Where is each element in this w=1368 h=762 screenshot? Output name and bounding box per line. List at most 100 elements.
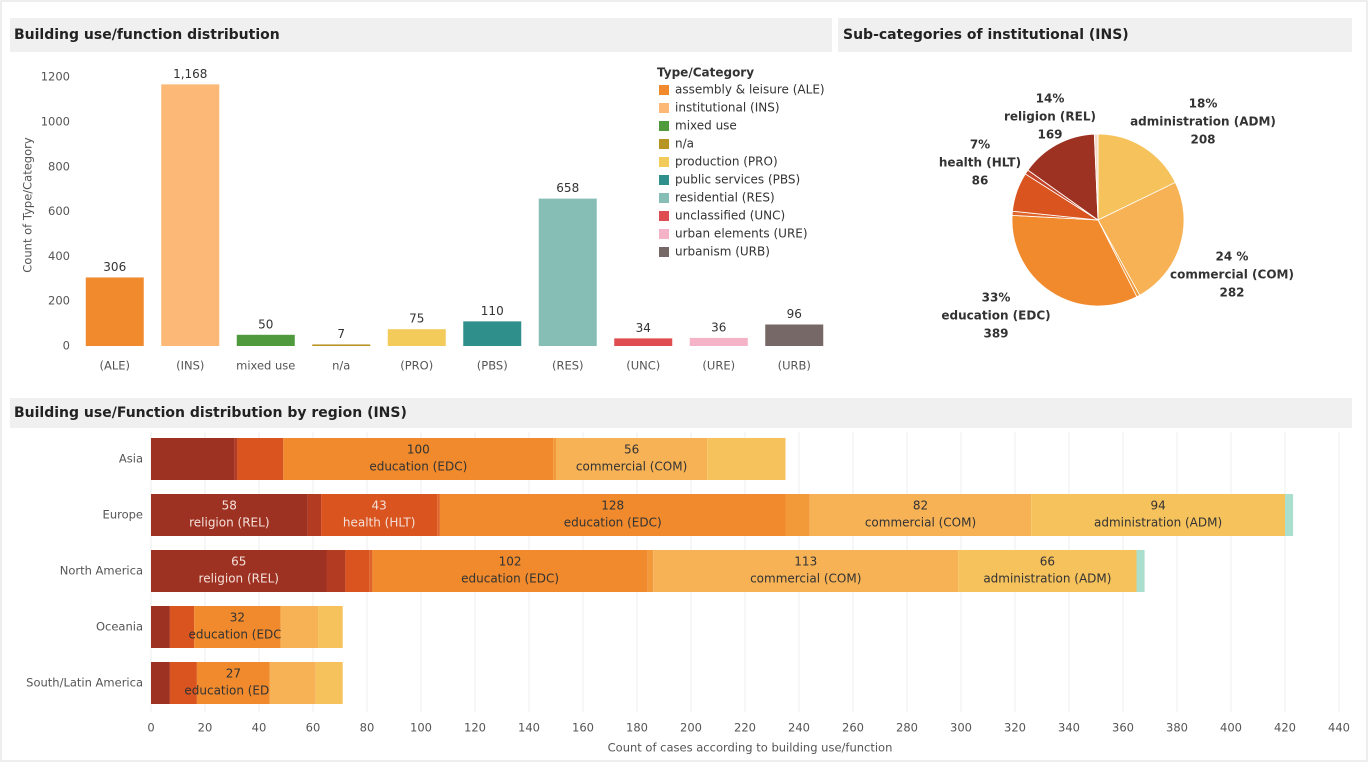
pie-percent: 24 %: [1216, 250, 1249, 264]
y-tick-label: Oceania: [96, 620, 143, 634]
segment-label: commercial (COM): [865, 516, 976, 530]
segment-value: 94: [1150, 499, 1165, 513]
y-tick-label: Asia: [119, 452, 143, 466]
legend-label: unclassified (UNC): [675, 209, 785, 223]
bar-segment: [307, 494, 322, 536]
bar-segment: [1031, 494, 1285, 536]
panel-header: [10, 398, 1352, 428]
bar-segment: [437, 494, 440, 536]
x-tick-label: 200: [680, 721, 702, 735]
x-tick-label: 140: [518, 721, 540, 735]
bar-segment: [196, 662, 270, 704]
y-tick-label: 0: [63, 339, 70, 353]
x-tick-label: 40: [252, 721, 267, 735]
bar-segment: [280, 606, 319, 648]
segment-value: 113: [794, 555, 817, 569]
x-tick-label: 80: [360, 721, 375, 735]
pie-percent: 18%: [1189, 97, 1218, 111]
value-label: 110: [481, 304, 504, 318]
segment-value: 58: [222, 499, 237, 513]
bar: [463, 321, 522, 346]
chart-title: Building use/function distribution: [14, 27, 280, 43]
x-tick-label: (PBS): [477, 359, 508, 373]
bar-segment: [647, 550, 654, 592]
y-tick-label: 600: [48, 204, 70, 218]
bar-segment: [169, 662, 197, 704]
bar-segment: [345, 550, 370, 592]
legend-swatch: [659, 211, 669, 221]
pie-label: religion (REL): [1004, 110, 1096, 124]
bar-segment: [237, 438, 284, 480]
value-label: 96: [787, 307, 802, 321]
x-tick-label: 300: [950, 721, 972, 735]
segment-label: religion (REL): [189, 516, 269, 530]
segment-value: 102: [499, 555, 522, 569]
x-tick-label: 220: [734, 721, 756, 735]
value-label: 7: [337, 327, 345, 341]
segment-value: 43: [372, 499, 387, 513]
segment-label: administration (ADM): [1094, 516, 1222, 530]
segment-value: 128: [601, 499, 624, 513]
x-tick-label: 120: [464, 721, 486, 735]
pie-label: health (HLT): [939, 156, 1021, 170]
legend-label: production (PRO): [675, 155, 778, 169]
value-label: 50: [258, 317, 273, 331]
legend-swatch: [659, 157, 669, 167]
x-axis-title: Count of cases according to building use…: [608, 741, 893, 755]
legend-swatch: [659, 247, 669, 257]
bar-segment: [707, 438, 786, 480]
x-tick-label: 180: [626, 721, 648, 735]
x-tick-label: 360: [1112, 721, 1134, 735]
segment-label: education (EDC): [461, 572, 559, 586]
x-tick-label: (URE): [702, 359, 735, 373]
pie-value: 282: [1219, 286, 1244, 300]
bar-segment: [372, 550, 648, 592]
x-tick-label: mixed use: [236, 359, 295, 373]
bar: [538, 198, 597, 346]
pie-slice: [1097, 133, 1176, 221]
bar-segment: [321, 494, 438, 536]
legend-swatch: [659, 139, 669, 149]
segment-label: education (EDC): [188, 628, 286, 642]
legend-label: urbanism (URB): [675, 245, 770, 259]
legend-label: n/a: [675, 137, 694, 151]
legend-label: public services (PBS): [675, 173, 800, 187]
x-tick-label: 240: [788, 721, 810, 735]
panel-header: [10, 18, 832, 52]
segment-label: administration (ADM): [983, 572, 1111, 586]
bar: [161, 84, 220, 347]
bar: [765, 324, 824, 346]
bar-segment: [315, 662, 343, 704]
pie-label: education (EDC): [941, 309, 1050, 323]
x-tick-label: 340: [1058, 721, 1080, 735]
bar-segment: [809, 494, 1032, 536]
legend-swatch: [659, 103, 669, 113]
bar-segment: [234, 438, 238, 480]
segment-label: education (EDC): [564, 516, 662, 530]
bar-segment: [151, 662, 170, 704]
value-label: 1,168: [173, 67, 207, 81]
bar: [236, 334, 295, 346]
chart-title: Sub-categories of institutional (INS): [843, 27, 1129, 43]
bar-segment: [1136, 550, 1145, 592]
x-tick-label: 260: [842, 721, 864, 735]
legend-swatch: [659, 85, 669, 95]
bar-segment: [151, 606, 170, 648]
y-tick-label: South/Latin America: [26, 676, 143, 690]
x-tick-label: 380: [1166, 721, 1188, 735]
pie-percent: 7%: [970, 138, 990, 152]
legend-title: Type/Category: [657, 66, 754, 80]
bar-segment: [326, 550, 346, 592]
x-tick-label: 0: [147, 721, 154, 735]
legend-label: residential (RES): [675, 191, 775, 205]
y-tick-label: 1000: [41, 115, 70, 129]
bar-segment: [369, 550, 373, 592]
bar-segment: [169, 606, 195, 648]
value-label: 34: [636, 321, 651, 335]
bar-segment: [958, 550, 1137, 592]
y-tick-label: 1200: [41, 70, 70, 84]
y-tick-label: Europe: [103, 508, 143, 522]
bar-segment: [283, 438, 554, 480]
bar: [312, 344, 371, 346]
x-tick-label: 20: [198, 721, 213, 735]
